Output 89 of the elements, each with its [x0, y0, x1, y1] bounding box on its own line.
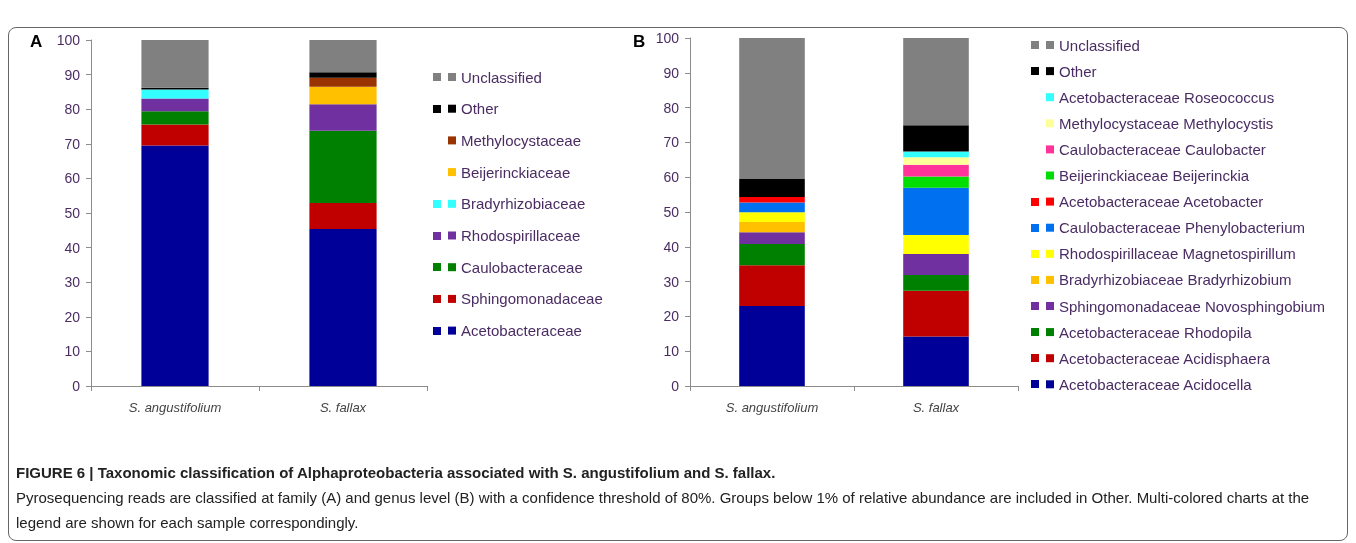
- legend-label: Bradyrhizobiaceae Bradyrhizobium: [1059, 271, 1292, 289]
- y-tick-label: 30: [663, 273, 680, 290]
- chart-title: A: [30, 32, 43, 51]
- y-tick-label: 80: [64, 101, 81, 118]
- legend-label: Caulobacteraceae Caulobacter: [1059, 140, 1266, 158]
- bar: [309, 130, 377, 203]
- legend-label: Acetobacteraceae Rhodopila: [1059, 323, 1253, 341]
- x-tick-label: S. fallax: [912, 400, 960, 415]
- legend-label: Sphingomonadaceae Novosphingobium: [1059, 297, 1326, 315]
- y-tick-label: 0: [671, 378, 680, 394]
- bar: [141, 124, 209, 146]
- bar: [903, 336, 969, 386]
- legend-label: Other: [461, 100, 499, 118]
- bar: [739, 232, 805, 245]
- bar: [903, 38, 969, 126]
- x-tick-label: S. angustifolium: [725, 400, 819, 415]
- text: Pyrosequencing reads are classified at family (A) and genus level (B) with a confidence threshold of 80%. Groups below 1% of relative abundance are included in Other. Multi-colored charts at the legend are shown for each sample correspondingly.: [16, 488, 1311, 533]
- bar: [739, 178, 805, 198]
- bar: [739, 222, 805, 233]
- chart-title: B: [633, 32, 646, 51]
- bar: [309, 202, 377, 229]
- bar: [903, 176, 969, 188]
- bar: [141, 40, 209, 88]
- bar: [903, 157, 969, 165]
- y-tick-label: 100: [655, 30, 680, 46]
- bar: [903, 164, 969, 177]
- y-tick-label: 90: [663, 64, 680, 81]
- y-tick-label: 70: [663, 134, 680, 151]
- y-tick-label: 80: [663, 99, 680, 116]
- x-tick-label: S. angustifolium: [128, 400, 222, 415]
- legend-label: Unclassified: [1059, 36, 1140, 54]
- legend-label: Acetobacteraceae Roseococcus: [1059, 88, 1275, 106]
- legend-label: Acetobacteraceae Acetobacter: [1059, 193, 1264, 211]
- legend-label: Beijerinckiaceae Beijerinckia: [1059, 167, 1250, 184]
- legend-label: Unclassified: [461, 68, 542, 86]
- bar: [739, 265, 805, 306]
- legend-label: Rhodospirillaceae Magnetospirillum: [1059, 245, 1296, 263]
- bar: [903, 151, 969, 158]
- y-tick-label: 50: [64, 205, 81, 221]
- legend-label: Bradyrhizobiaceae: [461, 195, 586, 213]
- y-tick-label: 40: [663, 238, 680, 255]
- y-tick-label: 10: [64, 343, 81, 360]
- legend-label: Caulobacteraceae: [461, 258, 583, 276]
- bar: [141, 98, 209, 112]
- bar: [903, 234, 969, 255]
- bar: [309, 77, 377, 87]
- bar: [739, 305, 805, 386]
- y-tick-label: 70: [64, 135, 81, 152]
- bar: [739, 38, 805, 179]
- bar: [739, 212, 805, 223]
- legend-label: Acetobacteraceae Acidisphaera: [1059, 349, 1271, 367]
- bar: [309, 86, 377, 105]
- y-tick-label: 10: [663, 343, 680, 360]
- legend-label: Acetobacteraceae: [461, 322, 582, 340]
- x-tick-label: S. fallax: [319, 400, 367, 415]
- bar: [309, 40, 377, 73]
- legend-label: Other: [1059, 62, 1097, 80]
- bar: [141, 89, 209, 99]
- bar: [739, 244, 805, 266]
- legend-label: Methylocystaceae: [461, 131, 582, 149]
- legend-label: Rhodospirillaceae: [461, 227, 581, 244]
- y-tick-label: 60: [64, 170, 81, 187]
- bar: [309, 72, 377, 78]
- legend-label: Caulobacteraceae Phenylobacterium: [1059, 219, 1305, 237]
- bar: [739, 202, 805, 213]
- bar: [739, 197, 805, 203]
- bar: [141, 145, 209, 386]
- bar: [309, 104, 377, 131]
- legend-label: Methylocystaceae Methylocystis: [1059, 114, 1274, 132]
- bar: [903, 254, 969, 275]
- legend-label: Beijerinckiaceae: [461, 163, 571, 181]
- bar: [903, 125, 969, 152]
- bar: [903, 274, 969, 291]
- y-tick-label: 30: [64, 274, 81, 291]
- bar: [903, 187, 969, 235]
- y-tick-label: 40: [64, 239, 81, 256]
- y-tick-label: 20: [663, 308, 680, 325]
- y-tick-label: 0: [72, 378, 81, 394]
- bar: [903, 290, 969, 337]
- y-tick-label: 20: [64, 308, 81, 325]
- caption: FIGURE 6 | Taxonomic classification of Alphaproteobacteria associated with S. angustifolium and S. fallax.: [16, 463, 777, 483]
- y-tick-label: 100: [56, 32, 81, 48]
- bar: [141, 111, 209, 125]
- y-tick-label: 90: [64, 66, 81, 83]
- bar: [309, 228, 377, 386]
- y-tick-label: 50: [663, 204, 680, 220]
- legend-label: Sphingomonadaceae: [461, 290, 603, 308]
- legend-label: Acetobacteraceae Acidocella: [1059, 375, 1253, 393]
- y-tick-label: 60: [663, 169, 680, 186]
